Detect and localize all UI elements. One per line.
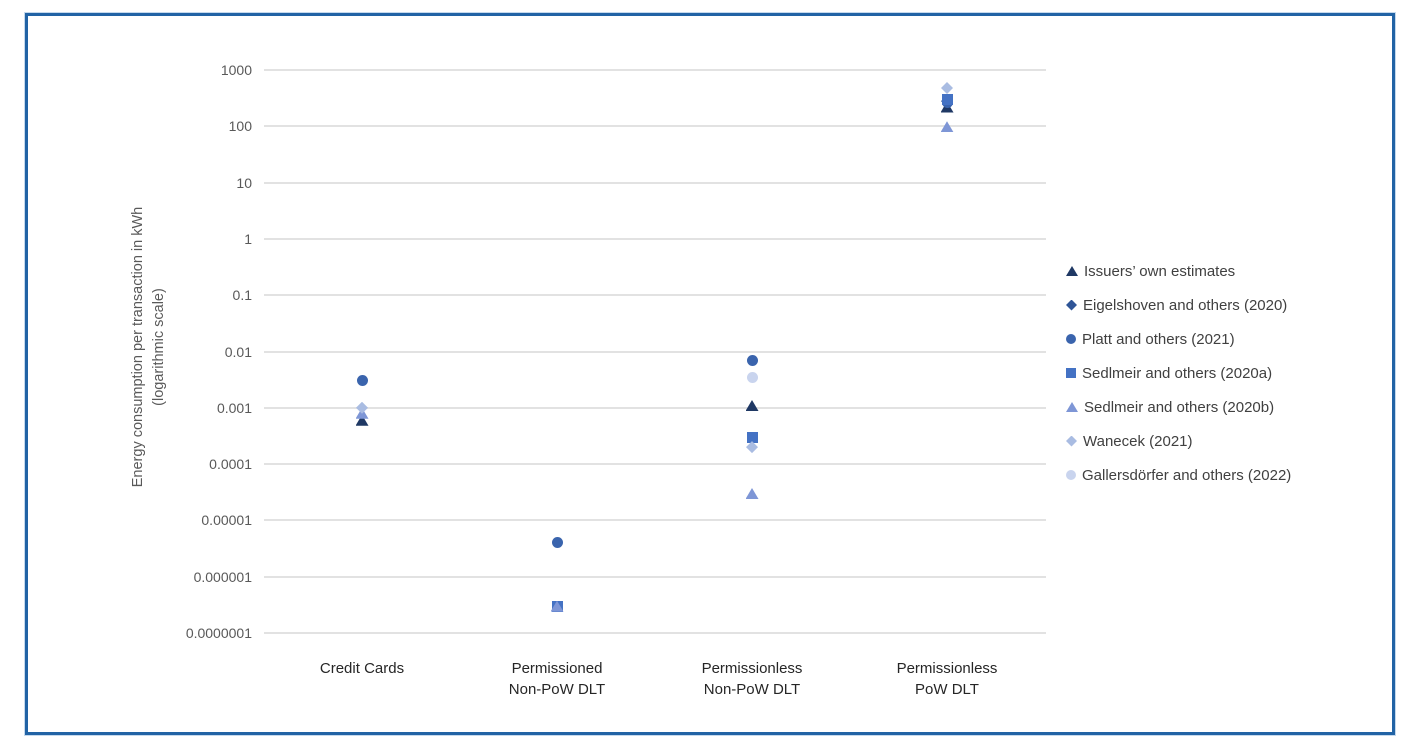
- data-point: [745, 488, 759, 500]
- y-tick-label: 100: [228, 118, 252, 135]
- legend-label: Sedlmeir and others (2020a): [1082, 364, 1273, 382]
- legend-triangle-marker-icon: [1066, 402, 1078, 412]
- gridline: [264, 181, 1046, 184]
- data-point: [356, 401, 368, 414]
- data-point: [746, 431, 758, 443]
- legend-item: Eigelshoven and others (2020): [1066, 295, 1287, 315]
- legend-label: Issuers’ own estimates: [1084, 262, 1236, 280]
- figure-border-frame: [25, 13, 1395, 735]
- legend-label: Wanecek (2021): [1083, 432, 1193, 450]
- gridline: [264, 463, 1046, 466]
- data-point: [550, 600, 564, 612]
- data-point: [355, 414, 369, 426]
- category-label: Credit Cards: [319, 660, 405, 677]
- legend-label: Eigelshoven and others (2020): [1083, 296, 1288, 314]
- legend-diamond-marker-icon: [1066, 435, 1077, 447]
- data-point: [551, 537, 563, 549]
- category-label: Permissionless Non-PoW DLT: [701, 660, 803, 698]
- legend-circle-marker-icon: [1066, 334, 1076, 344]
- gridline: [264, 575, 1046, 578]
- legend-item: Sedlmeir and others (2020b): [1066, 397, 1274, 417]
- data-point: [940, 121, 954, 133]
- legend-label: Gallersdörfer and others (2022): [1082, 466, 1292, 484]
- gridline: [264, 406, 1046, 409]
- legend-circle-marker-icon: [1066, 470, 1076, 480]
- y-tick-label: 1: [244, 230, 252, 247]
- y-tick-label: 0.000001: [193, 568, 252, 585]
- data-point: [746, 372, 758, 384]
- legend-item: Wanecek (2021): [1066, 431, 1193, 451]
- gridline: [264, 519, 1046, 522]
- legend-label: Sedlmeir and others (2020b): [1084, 398, 1275, 416]
- legend-item: Platt and others (2021): [1066, 329, 1235, 349]
- y-tick-label: 0.00001: [201, 512, 252, 529]
- data-point: [941, 81, 953, 94]
- gridline: [264, 350, 1046, 353]
- category-label: Permissioned Non-PoW DLT: [508, 660, 606, 698]
- data-point: [746, 441, 758, 454]
- gridline: [264, 69, 1046, 71]
- legend-diamond-marker-icon: [1066, 299, 1077, 311]
- legend-item: Issuers’ own estimates: [1066, 261, 1235, 281]
- legend-item: Gallersdörfer and others (2022): [1066, 465, 1291, 485]
- y-tick-label: 1000: [220, 62, 252, 78]
- data-point: [941, 93, 953, 105]
- data-point: [745, 399, 759, 411]
- gridline: [264, 125, 1046, 128]
- gridline: [264, 294, 1046, 297]
- y-tick-label: 0.01: [224, 343, 252, 360]
- y-tick-label: 0.0000001: [185, 625, 252, 641]
- legend-label: Platt and others (2021): [1082, 330, 1235, 348]
- y-tick-label: 0.1: [232, 287, 252, 304]
- y-tick-label: 10: [236, 174, 252, 191]
- data-point: [746, 354, 758, 366]
- category-label: Permissionless PoW DLT: [896, 660, 998, 698]
- gridline: [264, 632, 1046, 634]
- gridline: [264, 237, 1046, 240]
- legend-item: Sedlmeir and others (2020a): [1066, 363, 1272, 383]
- legend-square-marker-icon: [1066, 368, 1076, 378]
- data-point: [356, 375, 368, 387]
- y-tick-label: 0.0001: [209, 456, 252, 473]
- y-tick-label: 0.001: [216, 399, 252, 416]
- legend-triangle-marker-icon: [1066, 266, 1078, 276]
